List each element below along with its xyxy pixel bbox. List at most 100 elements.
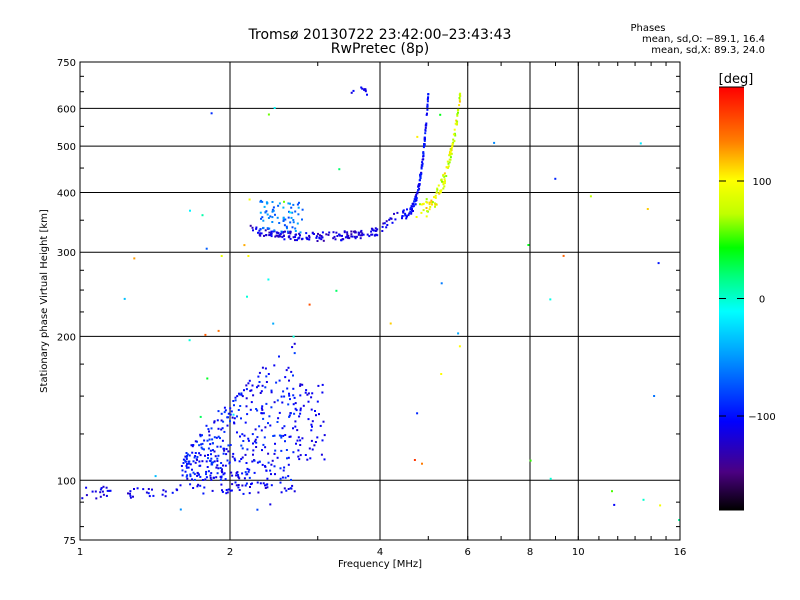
point-F1-cloud — [227, 450, 230, 453]
point-F1-cloud — [283, 395, 286, 398]
point-F2-low-O — [341, 238, 344, 241]
point-F1-cloud — [193, 456, 196, 459]
point-E-trace — [171, 491, 174, 494]
point-F2-low-O — [292, 236, 295, 239]
point-F2-low-O — [296, 239, 298, 242]
point-F2-low-cyan — [285, 225, 288, 228]
point-F1-cloud — [243, 434, 246, 437]
point-F1-cloud-edge — [307, 392, 310, 395]
point-F2-rise-O — [406, 208, 408, 211]
point-F2-rise-O — [411, 205, 414, 208]
point-F2-low-cyan — [287, 216, 290, 219]
point-F2-X-trace — [433, 196, 435, 199]
point-E-trace — [262, 482, 265, 485]
point-F2-X-trace — [443, 175, 446, 178]
point-F1-cloud — [196, 440, 198, 443]
point-F1-cloud — [289, 398, 291, 401]
point-F1-cloud — [241, 447, 244, 450]
point-F1-cloud — [258, 460, 261, 463]
point-scattered — [416, 412, 419, 415]
point-F1-cloud — [280, 434, 282, 437]
point-E-trace — [199, 484, 202, 487]
point-F1-cloud — [226, 416, 229, 419]
point-F2-low-O — [381, 230, 384, 232]
point-F2-low-cyan — [259, 228, 262, 231]
point-F1-cloud-edge — [294, 402, 297, 405]
point-F1-cloud — [216, 457, 219, 460]
point-F1-cloud — [196, 458, 198, 461]
point-F2-low-O — [287, 231, 290, 234]
point-E-trace — [235, 484, 238, 487]
point-F1-cloud — [292, 374, 294, 377]
point-scattered — [248, 492, 251, 495]
point-F2-low-O — [284, 230, 286, 233]
point-scattered — [611, 490, 613, 493]
point-F1-cloud — [286, 387, 289, 390]
point-F2-low-O — [308, 236, 311, 239]
point-F2-rise-O — [424, 129, 427, 132]
point-F2-low-O — [346, 233, 349, 236]
point-F2-low-O — [315, 235, 318, 238]
point-F1-cloud — [264, 367, 267, 370]
point-F1-cloud — [224, 409, 227, 412]
point-F1-cloud-edge — [310, 408, 313, 411]
point-F1-cloud — [201, 447, 204, 450]
point-F2-rise-O — [409, 210, 412, 213]
point-E-trace — [179, 484, 182, 487]
point-F1-cloud — [208, 434, 211, 437]
point-F2-low-cyan — [264, 211, 267, 214]
point-F2-low-O — [385, 226, 388, 229]
point-E-trace — [230, 489, 233, 492]
point-F1-cloud — [184, 470, 187, 473]
point-F1-cloud — [210, 472, 213, 475]
point-F2-rise-O — [419, 177, 422, 180]
point-F2-low-cyan — [271, 210, 274, 213]
point-E-trace — [176, 489, 179, 492]
point-scattered — [204, 333, 207, 336]
x-axis-ticks: 1 2 4 6 8 10 16 — [77, 62, 686, 558]
point-F1-cloud — [181, 474, 184, 477]
point-F2-rise-O — [408, 212, 411, 215]
point-F1-cloud — [241, 472, 244, 475]
point-F2-rise-O — [402, 209, 405, 212]
point-F1-cloud — [219, 445, 222, 448]
point-E-trace — [238, 489, 241, 491]
point-F1-cloud — [245, 462, 248, 464]
point-F2-low-cyan — [288, 210, 290, 213]
x-tick-label: 1 — [77, 547, 83, 558]
point-F2-low-cyan — [292, 221, 295, 224]
point-F2-low-cyan — [272, 209, 275, 212]
point-F2-X-trace — [435, 191, 438, 194]
colorbar-label: [deg] — [719, 72, 754, 87]
point-scattered — [554, 177, 557, 180]
point-F1-cloud — [285, 369, 288, 372]
point-F2-rise-O — [423, 139, 426, 142]
point-F2-X-trace — [442, 187, 445, 190]
point-F2-low-O — [325, 233, 328, 236]
point-F1-cloud — [207, 447, 210, 450]
point-F1-cloud — [199, 475, 202, 478]
point-E-trace — [85, 494, 88, 497]
point-F2-low-O — [320, 235, 323, 237]
point-F2-rise-O — [427, 93, 430, 95]
point-F1-cloud-edge — [321, 439, 324, 442]
x-tick-label: 10 — [572, 547, 585, 558]
point-F1-cloud — [213, 450, 216, 453]
point-E-trace — [244, 484, 247, 487]
point-F1-cloud — [198, 460, 201, 463]
point-F2-low-O — [301, 237, 304, 240]
point-F1-cloud-edge — [310, 396, 313, 399]
point-F1-cloud — [211, 438, 214, 441]
point-F2-low-O — [270, 230, 273, 233]
point-F1-cloud — [185, 457, 188, 460]
point-scattered — [425, 215, 428, 218]
point-F1-cloud — [292, 403, 295, 406]
point-scattered — [653, 395, 656, 397]
x-tick-label: 6 — [465, 547, 471, 558]
point-F2-low-O — [381, 225, 384, 228]
x-tick-label: 4 — [377, 547, 383, 558]
point-E-trace — [229, 489, 232, 492]
point-F1-cloud — [247, 437, 250, 440]
point-F1-cloud — [205, 460, 208, 463]
